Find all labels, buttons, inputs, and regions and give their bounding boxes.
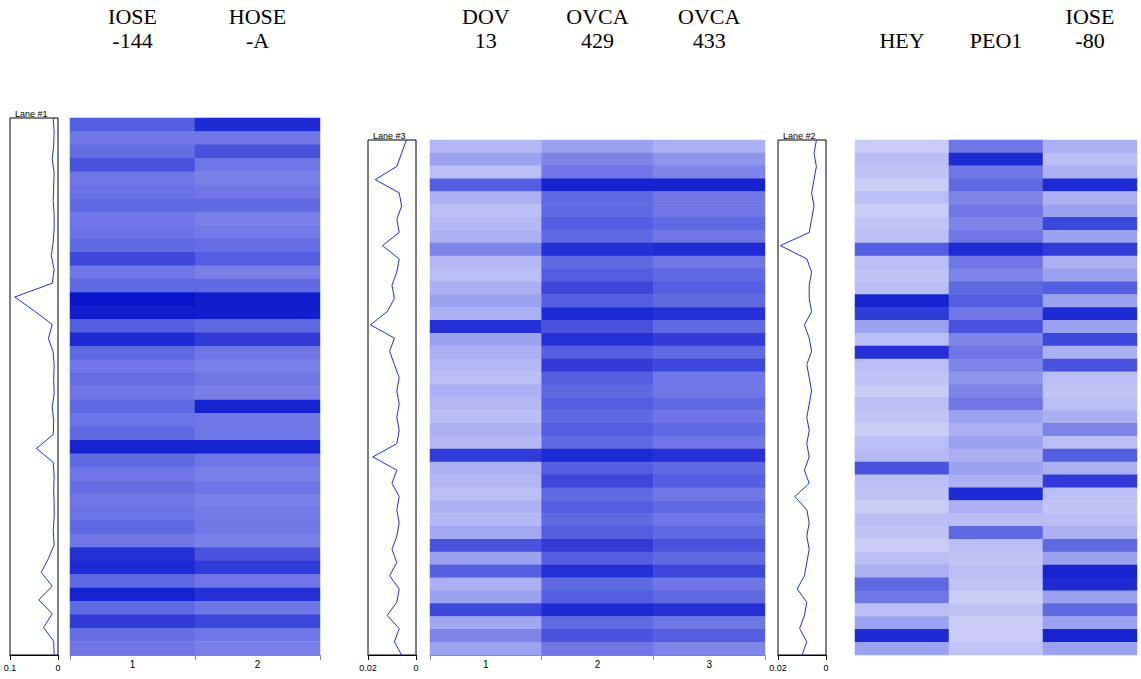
- svg-text:IOSE: IOSE: [1066, 4, 1115, 29]
- svg-text:2: 2: [255, 659, 261, 670]
- svg-text:HOSE: HOSE: [229, 4, 286, 29]
- svg-text:-80: -80: [1075, 28, 1104, 53]
- svg-text:-A: -A: [246, 28, 269, 53]
- svg-text:Lane #3: Lane #3: [373, 131, 406, 141]
- svg-text:Lane #1: Lane #1: [15, 109, 48, 119]
- svg-text:0: 0: [413, 663, 418, 673]
- svg-text:1: 1: [483, 659, 489, 670]
- svg-text:OVCA: OVCA: [678, 4, 740, 29]
- svg-text:1: 1: [130, 659, 136, 670]
- svg-text:IOSE: IOSE: [108, 4, 157, 29]
- svg-text:0: 0: [55, 663, 60, 673]
- svg-text:Lane #2: Lane #2: [783, 131, 816, 141]
- svg-text:-144: -144: [112, 28, 152, 53]
- svg-text:429: 429: [581, 28, 614, 53]
- svg-text:2: 2: [595, 659, 601, 670]
- svg-text:OVCA: OVCA: [566, 4, 628, 29]
- svg-text:3: 3: [706, 659, 712, 670]
- svg-text:HEY: HEY: [879, 28, 924, 53]
- svg-text:0.02: 0.02: [359, 663, 377, 673]
- svg-text:0: 0: [823, 663, 828, 673]
- svg-text:0.02: 0.02: [769, 663, 787, 673]
- svg-text:0.1: 0.1: [4, 663, 17, 673]
- svg-text:DOV: DOV: [462, 4, 510, 29]
- svg-text:13: 13: [475, 28, 497, 53]
- svg-text:PEO1: PEO1: [970, 28, 1023, 53]
- svg-text:433: 433: [693, 28, 726, 53]
